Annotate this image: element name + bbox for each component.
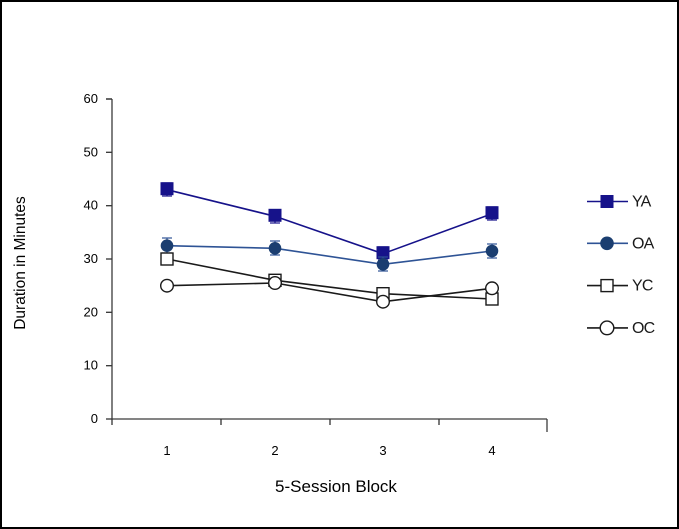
svg-text:60: 60	[84, 91, 98, 106]
svg-text:3: 3	[379, 443, 386, 458]
svg-text:5-Session Block: 5-Session Block	[275, 477, 397, 496]
svg-text:4: 4	[488, 443, 495, 458]
svg-text:1: 1	[163, 443, 170, 458]
svg-text:0: 0	[91, 411, 98, 426]
svg-text:30: 30	[84, 251, 98, 266]
svg-text:OC: OC	[632, 320, 655, 337]
svg-text:Duration in Minutes: Duration in Minutes	[12, 196, 29, 330]
svg-text:YA: YA	[632, 194, 652, 211]
svg-text:50: 50	[84, 144, 98, 159]
svg-text:2: 2	[271, 443, 278, 458]
svg-text:OA: OA	[632, 235, 655, 252]
svg-text:YC: YC	[632, 278, 653, 295]
svg-text:20: 20	[84, 304, 98, 319]
svg-text:40: 40	[84, 198, 98, 213]
svg-text:10: 10	[84, 358, 98, 373]
